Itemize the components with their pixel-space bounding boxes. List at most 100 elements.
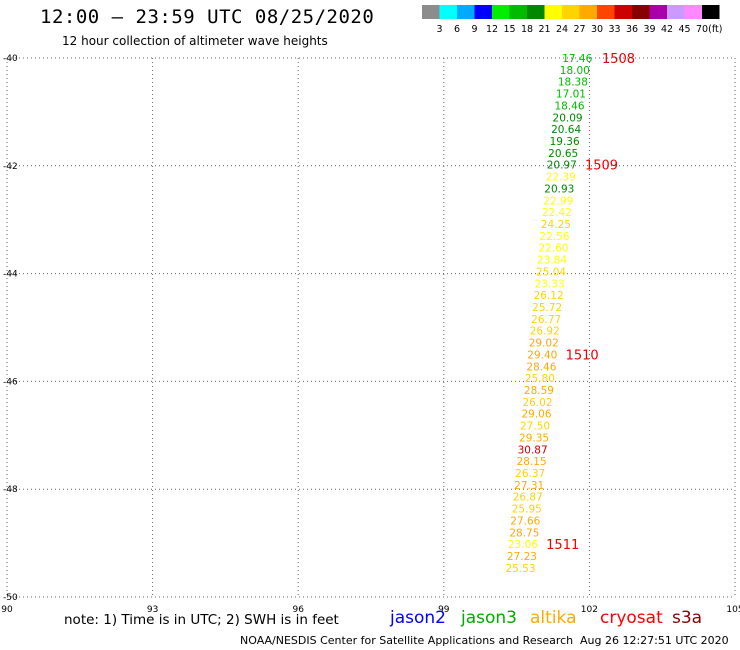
credit-line: NOAA/NESDIS Center for Satellite Applica… bbox=[240, 634, 574, 647]
swh-value: 20.64 bbox=[551, 124, 581, 136]
scale-label: 24 bbox=[556, 24, 568, 35]
swh-value: 30.87 bbox=[518, 444, 548, 456]
satellite-cryosat: cryosat bbox=[600, 608, 663, 628]
x-tick-label: 102 bbox=[581, 605, 598, 615]
swh-value: 28.75 bbox=[509, 527, 539, 539]
swh-value: 22.39 bbox=[546, 172, 576, 184]
footer-note: note: 1) Time is in UTC; 2) SWH is in fe… bbox=[64, 612, 339, 628]
scale-swatch bbox=[457, 5, 475, 19]
scale-label: 42 bbox=[661, 24, 673, 35]
swh-value: 23.33 bbox=[535, 278, 565, 290]
swh-value: 29.02 bbox=[529, 338, 559, 350]
time-label: 1510 bbox=[566, 348, 599, 363]
swh-value: 25.95 bbox=[512, 504, 542, 516]
swh-value: 20.09 bbox=[553, 112, 583, 124]
scale-label: 27 bbox=[573, 24, 585, 35]
swh-value: 25.04 bbox=[536, 266, 566, 278]
swh-value: 27.66 bbox=[510, 515, 540, 527]
swh-value: 27.31 bbox=[514, 480, 544, 492]
swh-value: 17.46 bbox=[562, 53, 592, 65]
swh-value: 26.87 bbox=[513, 492, 543, 504]
satellite-jason3: jason3 bbox=[461, 608, 517, 628]
swh-value: 18.46 bbox=[554, 100, 584, 112]
swh-value: 20.93 bbox=[544, 183, 574, 195]
scale-label: 33 bbox=[608, 24, 620, 35]
y-tick-label: -46 bbox=[3, 377, 18, 387]
satellite-s3a: s3a bbox=[672, 608, 703, 628]
swh-value: 20.65 bbox=[548, 148, 578, 160]
scale-label: 30 bbox=[591, 24, 603, 35]
scale-label: 3 bbox=[436, 24, 442, 35]
swh-value: 22.60 bbox=[538, 243, 568, 255]
color-scale: 3 6 9 12 15 18 21 24 27 30 33 36 39 42 45 70 (ft) bbox=[422, 5, 723, 35]
swh-value: 25.72 bbox=[532, 302, 562, 314]
y-tick-label: -48 bbox=[3, 485, 18, 495]
x-tick-label: 105 bbox=[726, 605, 740, 615]
swh-value: 26.12 bbox=[534, 290, 564, 302]
satellite-jason2: jason2 bbox=[390, 608, 446, 628]
swh-value: 23.84 bbox=[537, 255, 567, 267]
scale-label: 15 bbox=[503, 24, 515, 35]
swh-value: 29.35 bbox=[519, 432, 549, 444]
page-title: 12:00 – 23:59 UTC 08/25/2020 bbox=[40, 6, 375, 28]
x-tick-label: 90 bbox=[1, 605, 13, 615]
scale-swatch bbox=[562, 5, 580, 19]
y-tick-label: -40 bbox=[3, 54, 18, 64]
scale-label: 18 bbox=[521, 24, 533, 35]
scale-swatch bbox=[649, 5, 667, 19]
y-tick-label: -44 bbox=[3, 270, 18, 280]
scale-label: 21 bbox=[538, 24, 550, 35]
y-tick-label: -42 bbox=[3, 162, 18, 172]
swh-value: 26.92 bbox=[530, 326, 560, 338]
scale-label: 9 bbox=[471, 24, 477, 35]
swh-value: 22.56 bbox=[539, 231, 569, 243]
swh-value: 24.25 bbox=[541, 219, 571, 231]
scale-label: 39 bbox=[643, 24, 655, 35]
scale-label: 36 bbox=[626, 24, 638, 35]
time-label: 1508 bbox=[602, 52, 635, 67]
page-subtitle: 12 hour collection of altimeter wave hei… bbox=[62, 34, 328, 48]
scale-swatch bbox=[632, 5, 650, 19]
swh-value: 22.42 bbox=[542, 207, 572, 219]
x-tick-label: 93 bbox=[147, 605, 158, 615]
scale-swatch bbox=[422, 5, 440, 19]
swh-value: 17.01 bbox=[556, 89, 586, 101]
satellite-altika: altika bbox=[530, 608, 577, 628]
scale-label: 6 bbox=[454, 24, 460, 35]
scale-label: 12 bbox=[486, 24, 498, 35]
swh-value: 26.37 bbox=[515, 468, 545, 480]
scale-label: 70 bbox=[696, 24, 708, 35]
scale-swatch bbox=[597, 5, 615, 19]
scale-swatch bbox=[702, 5, 720, 19]
scale-swatch bbox=[527, 5, 545, 19]
x-tick-label: 96 bbox=[292, 605, 304, 615]
swh-value: 26.77 bbox=[531, 314, 561, 326]
scale-swatch bbox=[439, 5, 457, 19]
swh-value: 23.06 bbox=[508, 539, 538, 551]
swh-value: 28.46 bbox=[526, 361, 556, 373]
swh-value: 18.00 bbox=[560, 65, 590, 77]
scale-swatch bbox=[474, 5, 492, 19]
swh-value: 22.99 bbox=[543, 195, 573, 207]
swh-value: 18.38 bbox=[558, 77, 588, 89]
scale-unit: (ft) bbox=[708, 24, 722, 35]
scale-swatch bbox=[614, 5, 632, 19]
swh-value: 27.23 bbox=[507, 551, 537, 563]
swh-value: 19.36 bbox=[550, 136, 580, 148]
swh-value: 29.06 bbox=[521, 409, 551, 421]
scale-swatch bbox=[684, 5, 702, 19]
time-label: 1511 bbox=[546, 538, 579, 553]
scale-swatch bbox=[579, 5, 597, 19]
swh-value: 25.53 bbox=[505, 563, 535, 575]
scale-swatch bbox=[509, 5, 527, 19]
swh-value: 25.80 bbox=[525, 373, 555, 385]
scale-swatch bbox=[544, 5, 562, 19]
x-tick-label: 99 bbox=[438, 605, 450, 615]
swh-value: 28.59 bbox=[524, 385, 554, 397]
y-tick-label: -50 bbox=[3, 593, 18, 603]
swh-value: 27.50 bbox=[520, 421, 550, 433]
scale-swatch bbox=[492, 5, 510, 19]
scale-label: 45 bbox=[678, 24, 690, 35]
swh-value: 28.15 bbox=[517, 456, 547, 468]
